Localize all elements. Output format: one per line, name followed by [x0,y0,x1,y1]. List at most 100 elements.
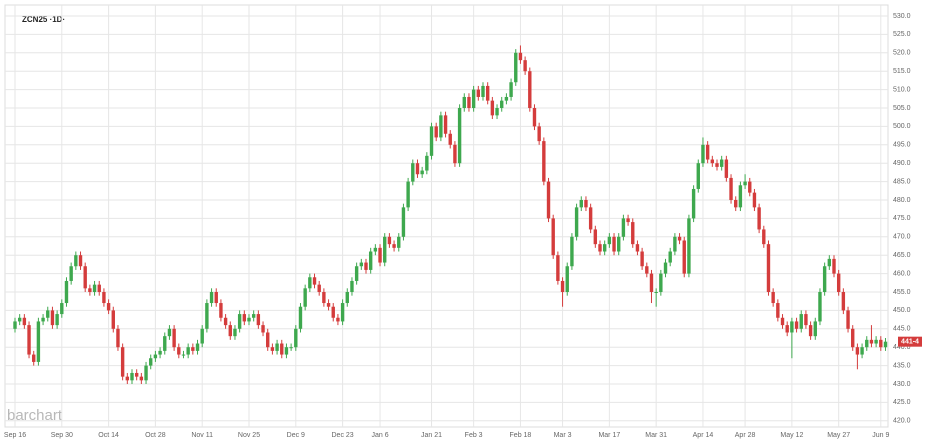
candle-body [144,365,148,381]
candle-body [682,240,686,274]
x-tick-label: Oct 14 [98,432,119,439]
candle-body [734,200,738,208]
candle-body [345,292,349,304]
candle-body [818,292,822,322]
x-tick-label: Nov 25 [238,432,260,439]
candle-body [640,251,644,267]
candle-body [46,310,50,318]
candle-body [383,236,387,263]
candle-body [659,273,663,292]
candle-body [163,336,167,351]
candle-body [92,284,97,292]
candle-body [663,262,668,274]
candle-body [219,303,223,318]
candle-body [570,236,574,267]
candle-body [865,339,869,348]
candle-body [654,292,658,293]
candle-body [710,159,715,164]
candle-body [266,332,270,348]
y-tick-label: 420.0 [893,418,911,425]
y-tick-label: 450.0 [893,307,911,314]
candle-body [588,207,593,230]
candle-body [27,325,31,355]
y-tick-label: 480.0 [893,197,911,204]
candle-body [392,244,396,248]
candle-body [387,236,392,245]
candle-body [846,310,850,329]
candle-body [378,247,382,263]
x-tick-label: Jan 6 [371,432,388,439]
candle-body [158,350,162,355]
candle-body [443,115,448,134]
candle-body [593,229,598,245]
symbol-title[interactable]: ZCN25 ·1D· [22,15,65,24]
x-tick-label: Apr 28 [735,432,756,439]
candle-body [326,303,331,307]
candle-body [317,284,321,292]
candle-body [509,82,513,97]
candle-body [336,317,340,322]
candle-body [125,376,130,381]
candle-body [836,273,841,292]
candle-body [691,188,696,219]
candle-body [237,314,242,329]
y-tick-label: 465.0 [893,252,911,259]
candle-body [233,328,237,337]
candle-body [631,222,635,245]
candle-body [565,266,569,292]
candle-body [97,284,101,292]
x-tick-label: Jan 21 [421,432,442,439]
candle-body [542,141,546,182]
candle-body [55,314,59,326]
candle-body [364,262,368,270]
candle-body [626,218,630,223]
candle-body [200,328,204,344]
y-tick-label: 485.0 [893,178,911,185]
y-tick-label: 430.0 [893,381,911,388]
candle-body [794,321,799,329]
candle-body [560,280,565,292]
candle-body [705,144,710,160]
candle-body [308,277,312,289]
candle-body [804,314,808,326]
candle-body [17,317,22,322]
candle-body [401,207,406,237]
candle-body [64,280,69,304]
candle-body [645,266,649,274]
candle-body [298,306,303,329]
candle-body [172,328,176,348]
candle-body [556,255,560,281]
candle-body [860,347,864,355]
y-tick-label: 530.0 [893,13,911,20]
candle-body [481,85,485,97]
y-tick-label: 490.0 [893,160,911,167]
candle-body [205,303,209,329]
candle-body [668,251,672,263]
y-tick-label: 520.0 [893,50,911,57]
x-tick-label: Dec 23 [332,432,354,439]
candle-body [649,273,654,292]
y-tick-label: 475.0 [893,215,911,222]
x-tick-label: Jun 9 [872,432,889,439]
candle-body [715,163,719,167]
candle-body [822,266,827,292]
candle-body [270,347,275,351]
candle-body [471,89,476,108]
candle-body [677,236,682,241]
candle-body [191,347,195,351]
candle-body [69,266,73,281]
y-tick-label: 470.0 [893,234,911,241]
candle-body [111,310,115,329]
y-tick-label: 510.0 [893,86,911,93]
candle-body [88,288,92,292]
candle-body [696,163,700,189]
candle-body [350,280,354,292]
candle-body [851,328,855,348]
candle-body [799,314,803,329]
y-tick-label: 515.0 [893,68,911,75]
candle-body [523,60,527,72]
x-tick-label: Sep 30 [51,432,73,439]
candle-body [621,218,626,237]
